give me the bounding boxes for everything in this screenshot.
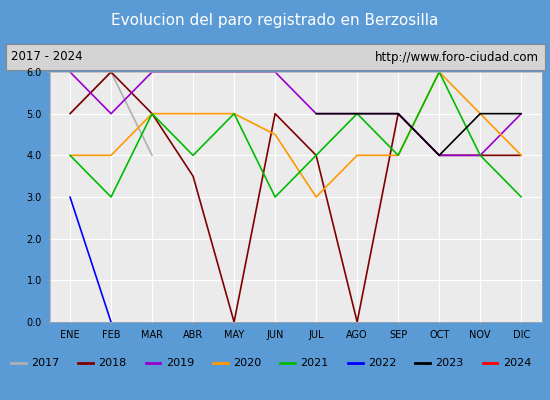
Text: 2017: 2017 [31,358,59,368]
Text: Evolucion del paro registrado en Berzosilla: Evolucion del paro registrado en Berzosi… [111,14,439,28]
Text: 2019: 2019 [166,358,194,368]
Text: 2018: 2018 [98,358,127,368]
Text: 2023: 2023 [436,358,464,368]
Text: 2020: 2020 [233,358,261,368]
Text: 2024: 2024 [503,358,531,368]
Text: 2022: 2022 [368,358,397,368]
Text: 2021: 2021 [301,358,329,368]
Text: http://www.foro-ciudad.com: http://www.foro-ciudad.com [375,50,539,64]
Text: 2017 - 2024: 2017 - 2024 [11,50,82,64]
